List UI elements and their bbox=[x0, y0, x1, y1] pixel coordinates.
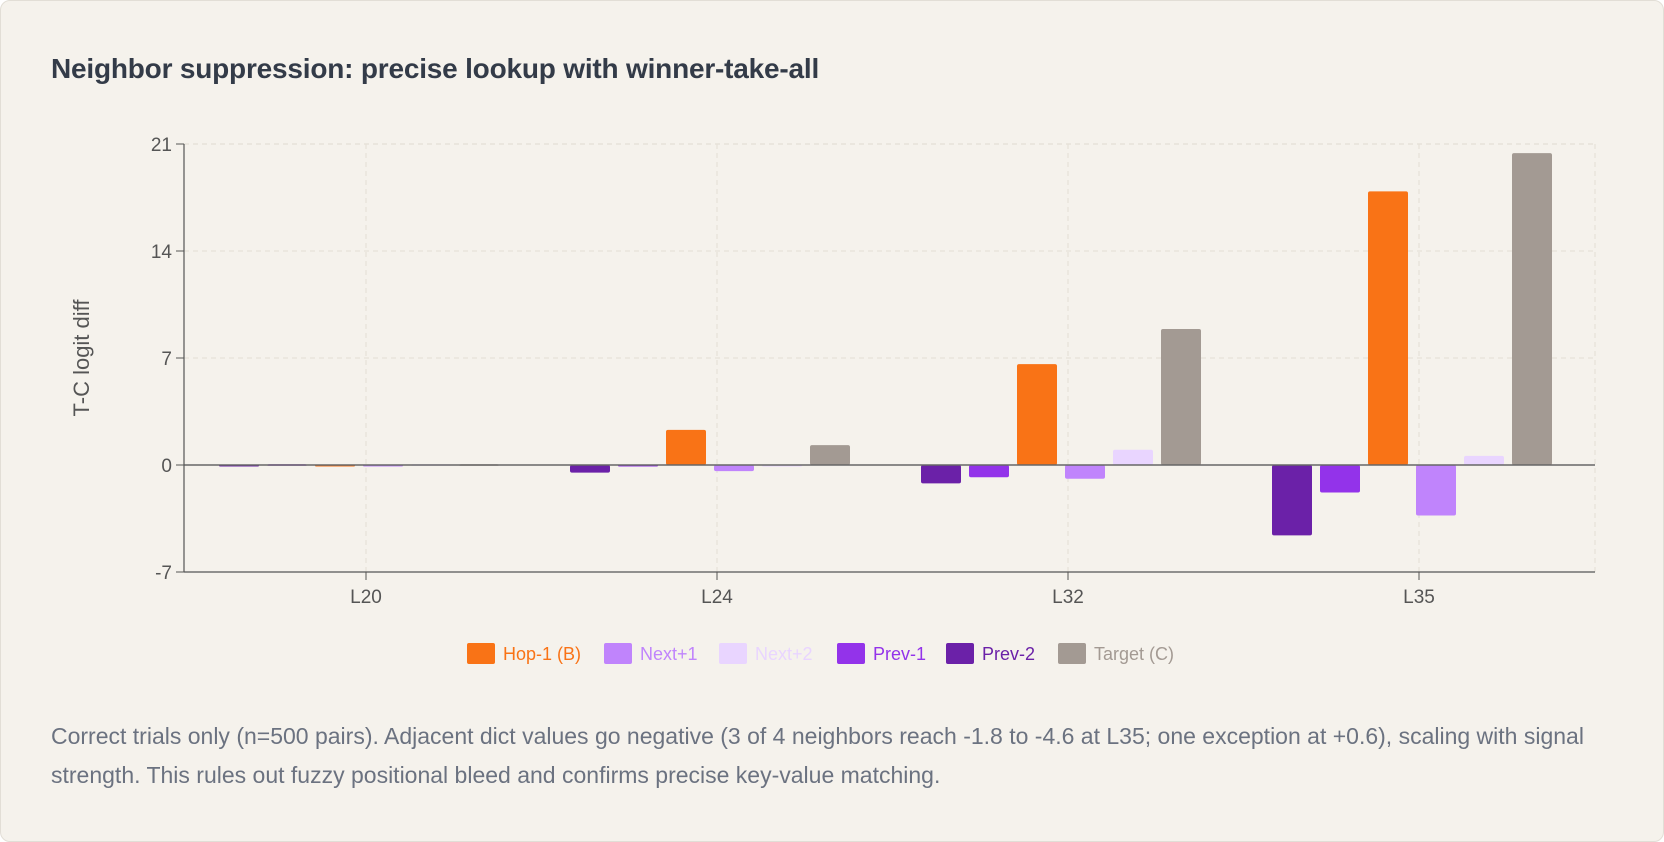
bar-next-2-l35 bbox=[1464, 455, 1504, 465]
axis-layer: -7 0 7 14 21 L20 L24 L32 L35 T-C logit diff bbox=[69, 135, 1595, 608]
grid-layer bbox=[184, 143, 1596, 572]
legend-swatch bbox=[1058, 643, 1086, 664]
bar-chart: -7 0 7 14 21 L20 L24 L32 L35 T-C logit diff Hop-1… bbox=[69, 135, 1596, 664]
y-axis-label: T-C logit diff bbox=[69, 299, 94, 417]
y-tick-label: 21 bbox=[151, 135, 172, 156]
legend-label: Hop-1 (B) bbox=[503, 644, 581, 664]
bar-target-c-l32 bbox=[1161, 328, 1201, 465]
bar-next-1-l32 bbox=[1065, 465, 1105, 479]
legend-swatch bbox=[946, 643, 974, 664]
legend-swatch bbox=[467, 643, 495, 664]
x-tick-label: L24 bbox=[701, 587, 733, 608]
legend-layer: Hop-1 (B) Next+1 Next+2 Prev-1 Prev-2 Target … bbox=[467, 643, 1174, 664]
x-tick-label: L35 bbox=[1403, 587, 1435, 608]
legend-label: Target (C) bbox=[1094, 644, 1174, 664]
x-tick-label: L32 bbox=[1052, 587, 1084, 608]
bars-layer bbox=[219, 153, 1552, 536]
y-tick-label: -7 bbox=[155, 563, 172, 584]
legend-label: Prev-2 bbox=[982, 644, 1035, 664]
bar-prev-1-l35 bbox=[1320, 465, 1360, 493]
bar-next-1-l24 bbox=[714, 465, 754, 472]
legend-label: Next+1 bbox=[640, 644, 698, 664]
bar-target-c-l24 bbox=[810, 445, 850, 465]
bar-prev-2-l32 bbox=[921, 465, 961, 484]
chart-title: Neighbor suppression: precise lookup wit… bbox=[51, 53, 820, 84]
bar-prev-2-l24 bbox=[570, 465, 610, 473]
legend-label: Next+2 bbox=[755, 644, 813, 664]
chart-caption: Correct trials only (n=500 pairs). Adjac… bbox=[51, 723, 1584, 788]
bar-hop-1-b-l24 bbox=[666, 429, 706, 465]
bar-hop-1-b-l32 bbox=[1017, 364, 1057, 465]
bar-next-1-l35 bbox=[1416, 465, 1456, 516]
bar-target-c-l35 bbox=[1512, 153, 1552, 465]
legend-swatch bbox=[719, 643, 747, 664]
legend-swatch bbox=[837, 643, 865, 664]
x-tick-label: L20 bbox=[350, 587, 382, 608]
bar-prev-2-l35 bbox=[1272, 465, 1312, 536]
y-tick-label: 14 bbox=[151, 242, 173, 263]
y-tick-label: 7 bbox=[161, 349, 172, 370]
bar-hop-1-b-l35 bbox=[1368, 191, 1408, 465]
legend-swatch bbox=[604, 643, 632, 664]
bar-prev-1-l32 bbox=[969, 465, 1009, 478]
y-tick-label: 0 bbox=[161, 456, 172, 477]
bar-next-2-l32 bbox=[1113, 449, 1153, 465]
legend-label: Prev-1 bbox=[873, 644, 926, 664]
